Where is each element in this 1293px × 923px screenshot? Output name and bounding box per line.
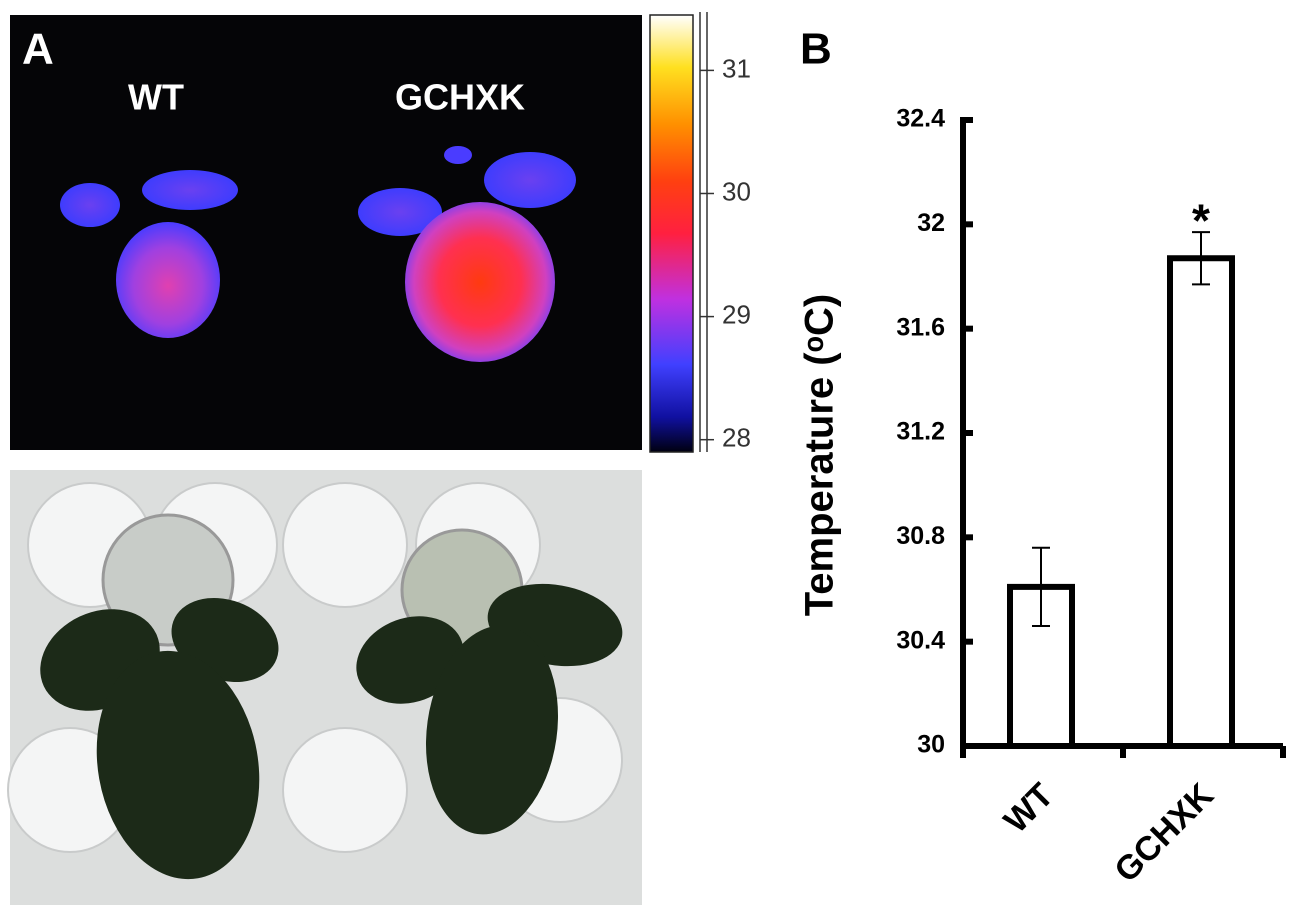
y-tick-label: 30.4 xyxy=(896,626,945,654)
bar xyxy=(1167,255,1235,749)
colorbar-tick-label: 30 xyxy=(722,176,751,206)
y-tick-label: 31.2 xyxy=(896,418,945,446)
y-tick-label: 32.4 xyxy=(896,105,945,133)
x-tick-label: GCHXK xyxy=(1107,776,1221,890)
y-tick-label: 31.6 xyxy=(896,313,945,341)
thermal-image xyxy=(10,15,642,450)
y-tick-label: 32 xyxy=(917,209,945,237)
colorbar xyxy=(649,14,694,453)
sample-label: GCHXK xyxy=(395,77,525,118)
y-axis-title: Temperature (ᵒC) xyxy=(798,294,842,616)
leaf-heat xyxy=(142,170,238,210)
leaf-heat xyxy=(116,222,220,338)
tray xyxy=(7,482,623,853)
leaf-heat xyxy=(405,202,555,362)
colorbar-tick-label: 28 xyxy=(722,423,751,453)
panel-label: B xyxy=(800,25,832,74)
colorbar-tick-label: 31 xyxy=(722,53,751,83)
y-tick-label: 30 xyxy=(917,731,945,759)
panel-label: A xyxy=(22,25,54,74)
leaf-heat xyxy=(60,183,120,227)
colorbar-tick-label: 29 xyxy=(722,299,751,329)
leaf-heat xyxy=(484,152,576,208)
leaves xyxy=(40,583,623,880)
significance-mark: * xyxy=(1192,194,1210,246)
y-tick-label: 30.8 xyxy=(896,522,945,550)
x-tick-label: WT xyxy=(997,776,1061,840)
sample-label: WT xyxy=(128,77,184,118)
leaf-heat xyxy=(444,146,472,164)
leaf-heat xyxy=(358,188,442,236)
